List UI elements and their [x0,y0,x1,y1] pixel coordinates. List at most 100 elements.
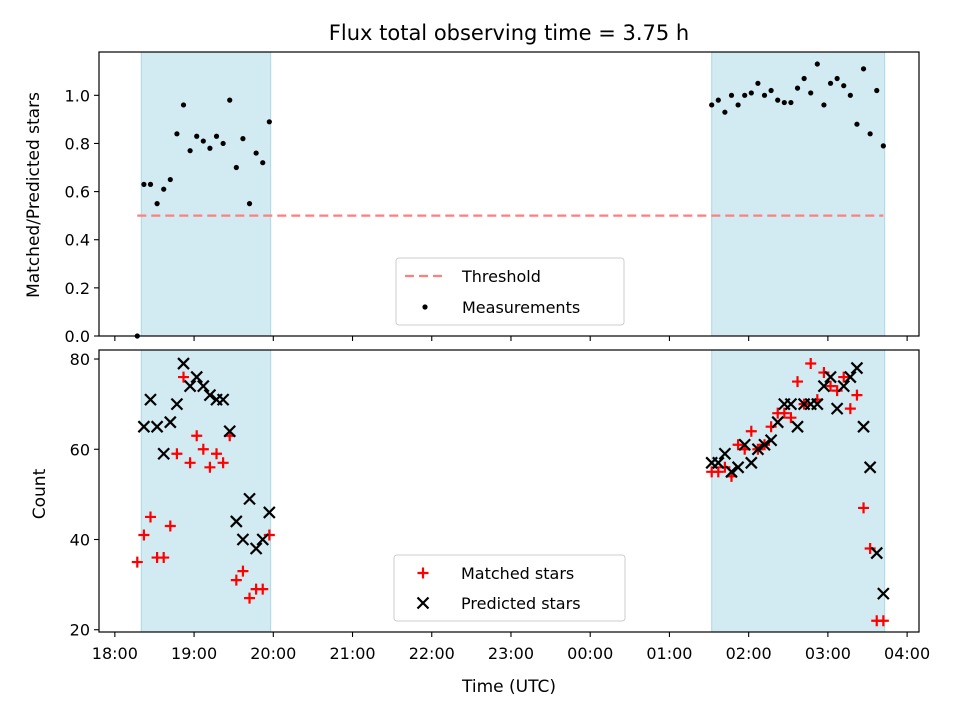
measurement-point [161,186,167,192]
matched-star-point [831,385,843,397]
predicted-star-point [811,397,824,411]
measurement-point [715,97,721,103]
x-tick-label: 03:00 [805,644,851,663]
predicted-star-point [751,442,765,456]
measurement-point [755,80,761,86]
predicted-star-point [190,370,203,384]
predicted-star-point [837,379,851,393]
measurement-point [187,148,193,154]
matched-star-point [719,461,731,473]
matched-star-point [805,358,817,370]
matched-star-point [197,443,209,455]
predicted-star-point [170,397,184,411]
predicted-star-point [817,379,831,393]
y-tick-label: 40 [70,531,90,550]
y-tick-label: 0.2 [65,279,90,298]
predicted-star-point [223,424,237,438]
matched-star-point [778,407,790,419]
bottom-y-axis-label: Count [30,468,50,519]
matched-star-point [230,574,242,586]
x-tick-label: 21:00 [329,644,375,663]
matched-star-point [818,367,830,379]
predicted-star-point [177,357,190,370]
x-tick-label: 04:00 [884,644,930,663]
predicted-star-point [784,397,798,411]
matched-star-point [138,529,150,541]
measurement-point [834,75,840,82]
predicted-star-point [745,456,758,470]
measurement-point [207,145,213,151]
predicted-star-point [712,456,725,470]
y-tick-label: 0.0 [65,327,90,346]
measurement-point [801,75,807,82]
x-tick-label: 20:00 [250,644,296,663]
matched-star-point [217,457,229,469]
measurement-point [266,119,272,125]
predicted-star-point [857,420,870,433]
predicted-star-point [216,393,230,406]
bottom-panel: 20 40 60 80 18:00 19:00 20:00 21:00 22:00 23:00 00… [70,349,930,663]
matched-star-point [164,520,176,532]
measurement-point [213,133,220,139]
matched-star-point [825,380,837,392]
matched-star-point [785,412,797,424]
predicted-star-point [824,370,837,384]
x-tick-label: 18:00 [92,644,138,663]
chart-title: Flux total observing time = 3.75 h [329,21,689,45]
x-tick-label: 01:00 [646,644,692,663]
predicted-star-point [863,461,877,474]
x-tick-label: 19:00 [171,644,217,663]
observing-window [140,349,272,633]
measurement-point [775,97,781,103]
plot-frame [98,51,920,337]
predicted-star-point [718,447,732,461]
measurement-point [141,181,147,187]
measurement-point [180,102,187,108]
measurement-point [847,92,853,98]
legend-matched-swatch [417,567,429,579]
observing-window [711,51,886,337]
predicted-star-point [164,415,177,429]
matched-star-point [263,529,275,541]
matched-star-point [171,448,183,460]
measurement-point [728,92,735,98]
matched-star-point [851,389,863,401]
predicted-star-point [150,420,164,433]
matched-star-point [844,403,856,415]
matched-star-point [211,448,223,460]
measurement-point [781,99,787,106]
legend-predicted-label: Predicted stars [461,594,581,613]
legend-box [395,257,625,326]
predicted-star-point [249,542,263,555]
predicted-star-point [731,461,745,474]
matched-star-point [732,439,744,451]
measurement-point [227,97,233,103]
matched-star-point [877,615,889,627]
legend-measurements-swatch [422,304,428,310]
y-tick-label: 60 [70,440,90,459]
x-axis-label: Time (UTC) [461,677,556,697]
matched-star-point [792,376,804,388]
x-tick-label: 22:00 [409,644,455,663]
observing-window [140,51,272,337]
predicted-star-point [183,379,197,393]
predicted-star-point [263,506,276,519]
predicted-star-point [157,447,170,461]
matched-star-point [204,461,216,473]
measurement-point [880,143,886,149]
x-tick-label: 02:00 [726,644,772,663]
predicted-star-point [870,546,884,560]
measurement-point [794,85,801,91]
matched-star-point [858,502,870,514]
measurement-point [742,92,748,98]
measurement-point [748,90,754,96]
measurement-point [827,80,834,86]
matched-star-point [712,466,724,478]
predicted-star-point [877,587,890,600]
predicted-star-point [725,465,738,479]
predicted-star-point [203,388,217,402]
measurement-point [735,102,741,108]
matched-star-point [838,371,850,383]
observing-window [711,349,886,633]
